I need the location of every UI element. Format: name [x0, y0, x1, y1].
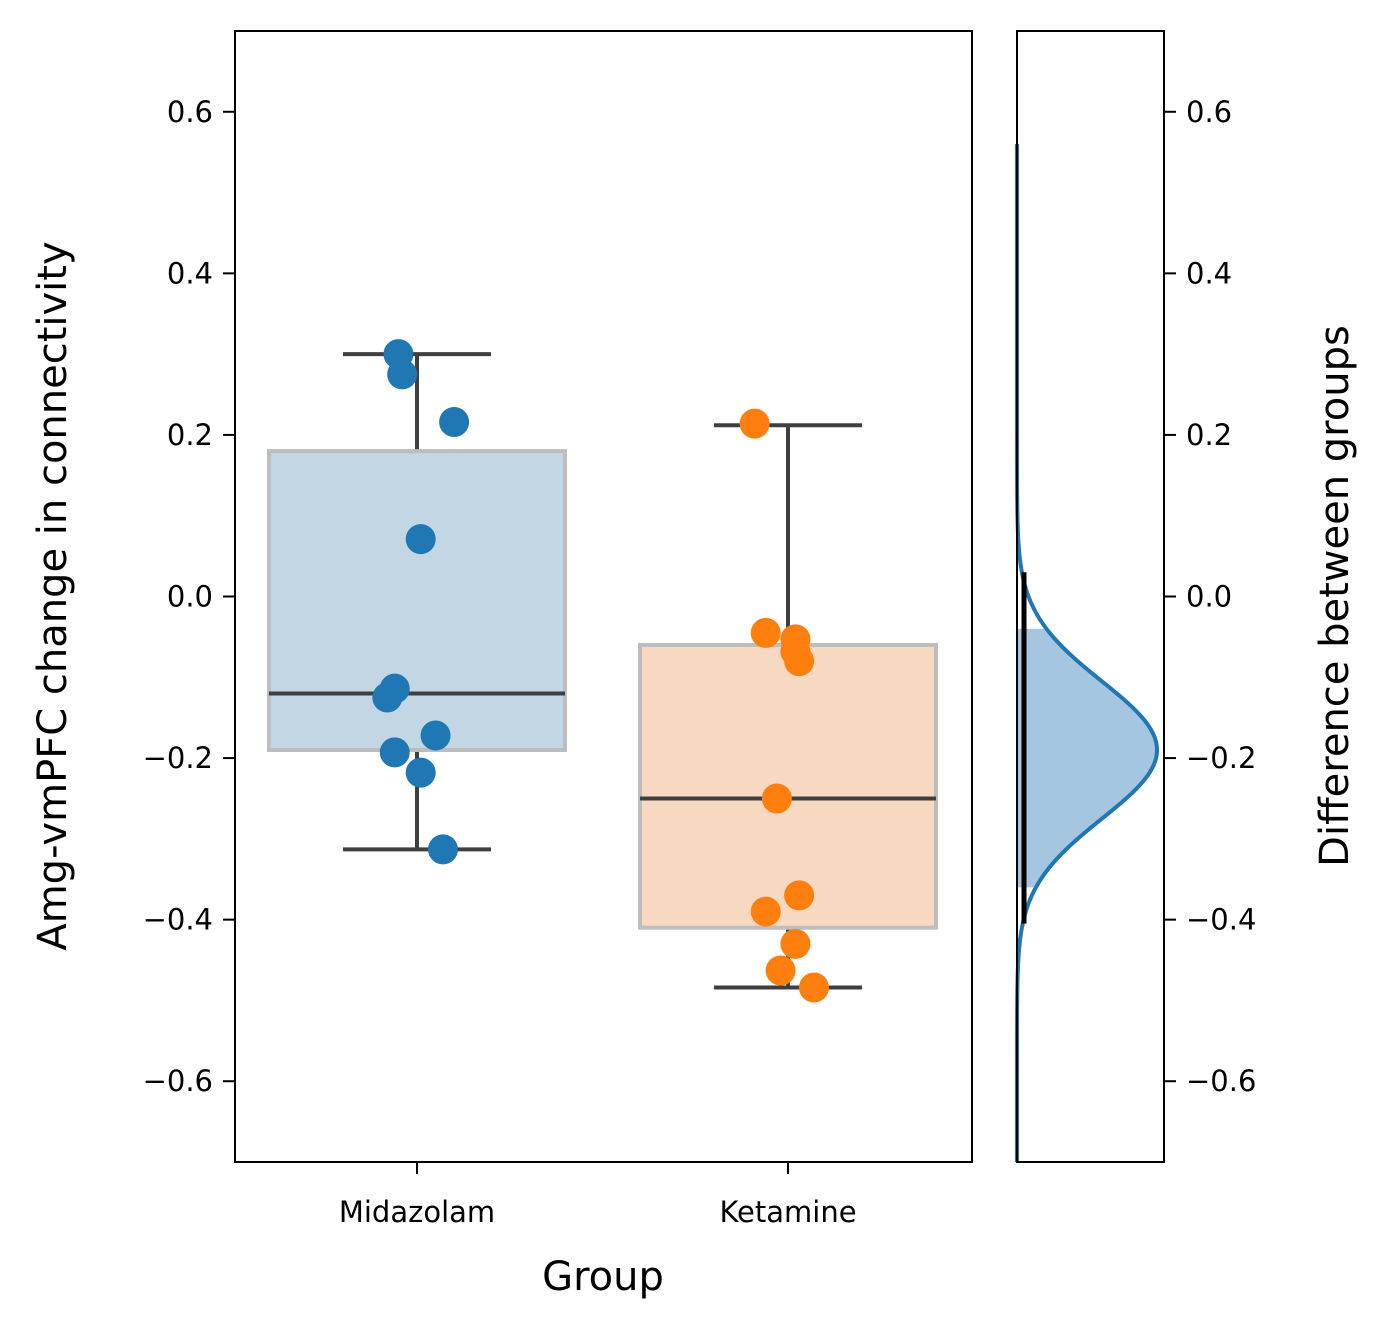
y-tick-label: 0.0 — [167, 580, 213, 614]
data-point — [739, 408, 770, 439]
y-tick-label: −0.6 — [143, 1064, 213, 1098]
data-point — [765, 955, 796, 986]
side-plot: 0.6 0.4 0.2 0.0 −0.2 −0.4 −0.6 — [1015, 30, 1256, 1163]
box-midazolam — [267, 449, 567, 752]
side-y-tick-label: −0.6 — [1186, 1064, 1256, 1098]
data-point — [427, 834, 458, 865]
data-point — [439, 407, 470, 438]
data-point — [379, 737, 410, 768]
y-tick-label: 0.2 — [167, 418, 213, 452]
side-y-tick-label: −0.4 — [1186, 903, 1256, 937]
side-y-tick-label: −0.2 — [1186, 741, 1256, 775]
side-plot-frame — [1016, 30, 1165, 1163]
data-point — [420, 720, 451, 751]
y-tick-label: −0.4 — [143, 903, 213, 937]
data-point — [387, 359, 418, 390]
y-tick-label: −0.2 — [143, 741, 213, 775]
main-plot: 0.6 0.4 0.2 0.0 −0.2 −0.4 −0.6 Midazolam Ketamin… — [143, 30, 973, 1229]
data-point — [780, 928, 811, 959]
side-y-tick-label: 0.4 — [1186, 256, 1232, 290]
box-ketamine — [638, 642, 938, 930]
y-tick-label: 0.6 — [167, 95, 213, 129]
data-point — [405, 757, 436, 788]
y-axis-title: Amg-vmPFC change in connectivity — [30, 241, 76, 950]
x-axis-title: Group — [542, 1254, 664, 1300]
density-fill — [1017, 628, 1157, 888]
side-y-tick-label: 0.6 — [1186, 95, 1232, 129]
x-tick-label: Ketamine — [719, 1195, 856, 1229]
data-point — [784, 646, 815, 677]
side-y-axis-title: Difference between groups — [1312, 325, 1358, 867]
x-tick-label: Midazolam — [339, 1195, 495, 1229]
side-y-tick-label: 0.2 — [1186, 418, 1232, 452]
data-point — [761, 783, 792, 814]
box-group-ketamine — [638, 408, 938, 1003]
side-y-tick-label: 0.0 — [1186, 580, 1232, 614]
y-tick-label: 0.4 — [167, 256, 213, 290]
data-point — [750, 896, 781, 927]
data-point — [750, 617, 781, 648]
data-point — [784, 880, 815, 911]
data-point — [798, 972, 829, 1003]
data-point — [372, 682, 403, 713]
data-point — [405, 524, 436, 555]
box-group-midazolam — [267, 339, 567, 865]
